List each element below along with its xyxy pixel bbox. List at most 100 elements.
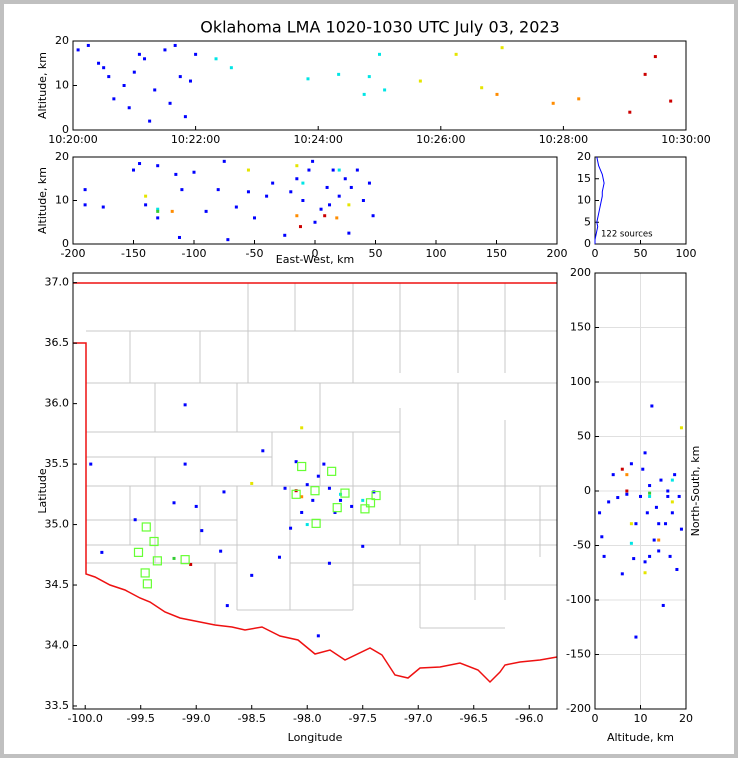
- source-point: [172, 556, 176, 560]
- source-point: [89, 462, 93, 466]
- background: [4, 4, 734, 754]
- plot-frame: [594, 156, 687, 245]
- source-point: [295, 164, 299, 168]
- source-point: [657, 522, 661, 526]
- source-point: [246, 190, 250, 194]
- source-point: [148, 119, 152, 123]
- source-point: [222, 490, 226, 494]
- x-tick-label: -100: [182, 247, 207, 260]
- source-point: [600, 535, 604, 539]
- source-point: [271, 181, 275, 185]
- y-axis-label: Altitude, km: [36, 167, 49, 234]
- source-point: [311, 159, 315, 163]
- source-point: [250, 481, 254, 485]
- source-point: [664, 522, 668, 526]
- source-point: [283, 486, 287, 490]
- x-tick-label: 0: [312, 247, 319, 260]
- source-point: [625, 492, 629, 496]
- source-point: [418, 79, 422, 83]
- source-point: [670, 478, 674, 482]
- source-point: [339, 498, 343, 502]
- y-tick-label: -100: [566, 593, 591, 606]
- y-tick-label: 10: [577, 194, 591, 207]
- source-point: [144, 203, 148, 207]
- source-point: [670, 511, 674, 515]
- source-point: [316, 474, 320, 478]
- source-point: [194, 504, 198, 508]
- source-point: [643, 451, 647, 455]
- source-point: [97, 61, 101, 65]
- annotation: 122 sources: [601, 230, 653, 240]
- source-point: [313, 220, 317, 224]
- source-point: [183, 403, 187, 407]
- x-tick-label: -96.0: [515, 712, 543, 725]
- y-tick-label: 0: [584, 484, 591, 497]
- source-point: [679, 426, 683, 430]
- source-point: [300, 510, 304, 514]
- source-point: [298, 225, 302, 229]
- y-tick-label: -150: [566, 648, 591, 661]
- source-point: [670, 500, 674, 504]
- source-point: [189, 562, 193, 566]
- source-point: [327, 486, 331, 490]
- source-point: [132, 70, 136, 74]
- source-point: [153, 88, 157, 92]
- source-point: [480, 86, 484, 90]
- source-point: [261, 449, 265, 453]
- y-tick-label: 33.5: [45, 699, 70, 712]
- y-tick-label: 150: [570, 321, 591, 334]
- source-point: [551, 101, 555, 105]
- y-tick-label: 34.5: [45, 578, 70, 591]
- y-tick-label: 20: [55, 150, 69, 163]
- source-point: [634, 635, 638, 639]
- source-point: [620, 572, 624, 576]
- source-point: [216, 188, 220, 192]
- state-boundary: [73, 342, 558, 684]
- source-point: [666, 494, 670, 498]
- source-point: [677, 494, 681, 498]
- plot-frame: [72, 40, 687, 131]
- x-tick-label: -99.0: [182, 712, 210, 725]
- x-axis-label: Altitude, km: [607, 731, 674, 744]
- x-tick-label: 10:22:00: [171, 133, 220, 146]
- x-tick-label: 10:20:00: [48, 133, 97, 146]
- source-point: [294, 460, 298, 464]
- source-point: [602, 554, 606, 558]
- y-tick-label: 0: [584, 237, 591, 250]
- x-tick-label: 100: [426, 247, 447, 260]
- source-point: [666, 489, 670, 493]
- source-point: [229, 66, 233, 70]
- source-point: [337, 72, 341, 76]
- source-point: [204, 209, 208, 213]
- source-point: [322, 462, 326, 466]
- source-point: [616, 496, 620, 500]
- station: [311, 518, 321, 528]
- x-tick-label: 50: [369, 247, 383, 260]
- chart-title: Oklahoma LMA 1020-1030 UTC July 03, 2023: [200, 18, 559, 37]
- source-point: [648, 554, 652, 558]
- source-point: [214, 57, 218, 61]
- station: [142, 579, 152, 589]
- source-point: [361, 199, 365, 202]
- source-point: [180, 188, 184, 192]
- source-point: [316, 634, 320, 638]
- source-point: [641, 467, 645, 471]
- source-point: [347, 203, 351, 207]
- station: [180, 555, 190, 565]
- source-point: [143, 57, 147, 61]
- x-tick-label: -150: [121, 247, 146, 260]
- source-point: [648, 491, 652, 495]
- source-point: [625, 489, 629, 493]
- source-point: [192, 170, 196, 174]
- source-point: [163, 48, 167, 52]
- source-point: [367, 75, 371, 79]
- y-tick-label: 10: [55, 194, 69, 207]
- source-point: [177, 235, 181, 239]
- station: [133, 547, 144, 557]
- source-point: [300, 426, 304, 430]
- source-point: [645, 511, 649, 515]
- station: [340, 488, 350, 498]
- source-point: [361, 498, 365, 502]
- source-point: [625, 473, 629, 477]
- source-point: [301, 199, 305, 202]
